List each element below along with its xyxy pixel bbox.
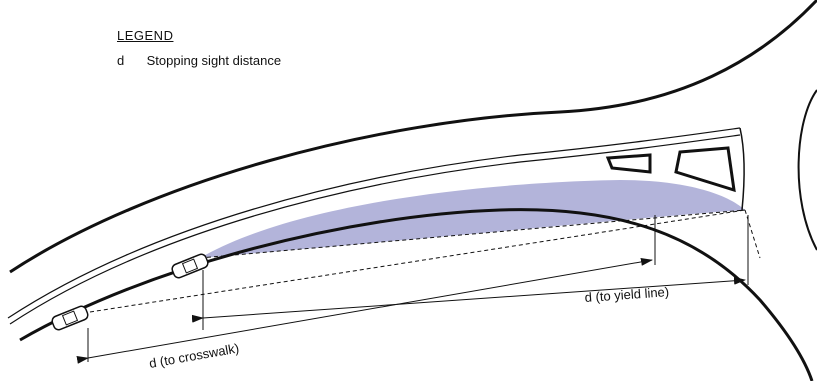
legend-item-key: d xyxy=(117,53,125,68)
road-edge-outer xyxy=(9,0,817,274)
splitter-island-1 xyxy=(605,153,652,174)
dimension-arrow-crosswalk xyxy=(76,257,653,364)
legend-item-text: Stopping sight distance xyxy=(146,53,282,68)
label-yield-distance: d (to yield line) xyxy=(584,284,669,305)
roundabout-entry-edge xyxy=(739,127,745,211)
legend-title: LEGEND xyxy=(117,28,174,43)
roundabout-edge xyxy=(797,89,817,251)
sight-distance-area xyxy=(200,180,745,258)
road-edge-curb-1 xyxy=(7,127,741,319)
vehicle-upper xyxy=(171,253,209,279)
sight-line-edge xyxy=(744,209,761,259)
sight-line xyxy=(199,209,746,259)
splitter-island-2 xyxy=(674,146,736,193)
legend: LEGEND d Stopping sight distance xyxy=(117,28,281,68)
legend-item: d Stopping sight distance xyxy=(117,53,281,68)
vehicle-lower xyxy=(51,305,89,331)
